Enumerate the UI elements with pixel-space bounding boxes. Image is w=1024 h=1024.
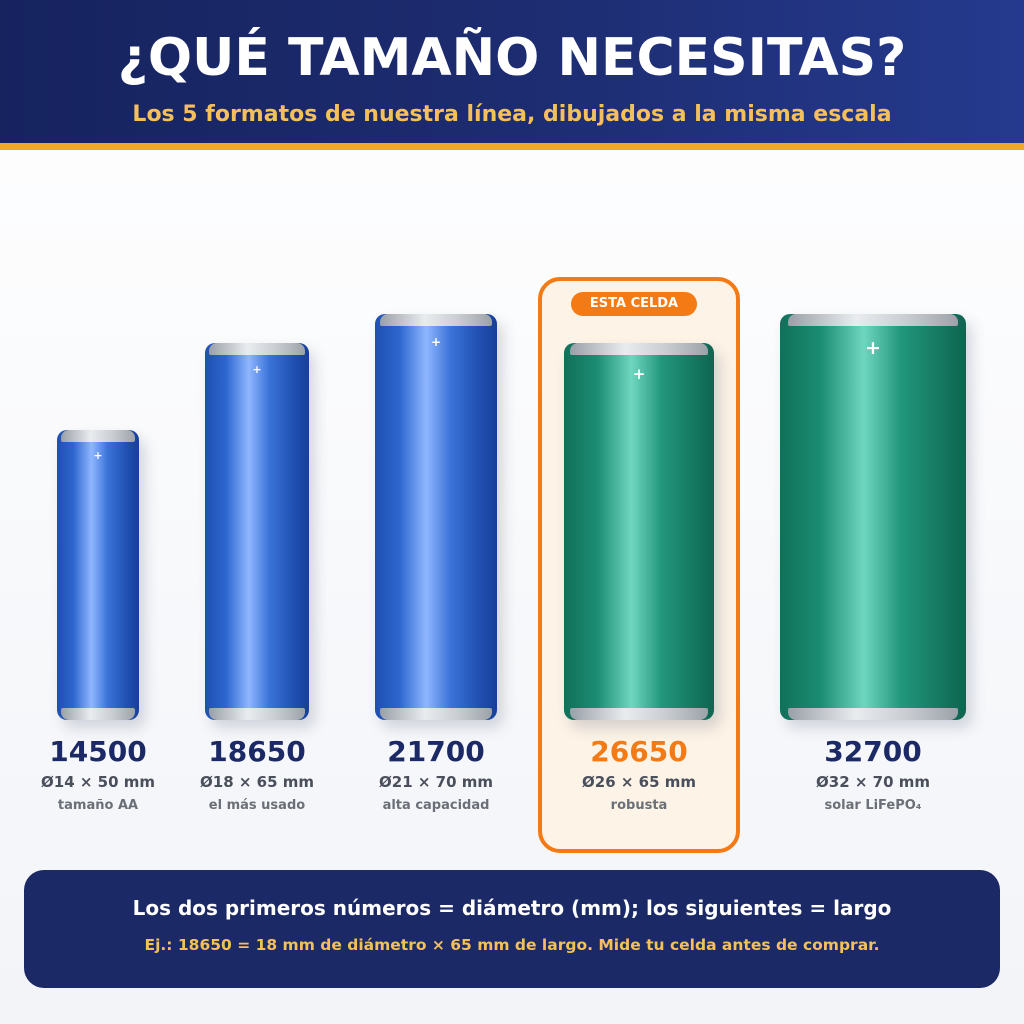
cell-bottom-cap [208, 708, 305, 720]
plus-terminal-icon: + [430, 334, 442, 349]
cell-bottom-cap [60, 708, 136, 720]
page-title: ¿QUÉ TAMAÑO NECESITAS? [117, 28, 907, 88]
info-footer: Los dos primeros números = diámetro (mm)… [24, 870, 1000, 988]
cell-dimensions: Ø26 × 65 mm [582, 773, 696, 791]
cell-description: solar LiFePO₄ [824, 798, 922, 813]
header-banner: ¿QUÉ TAMAÑO NECESITAS? Los 5 formatos de… [0, 0, 1024, 150]
footer-example: Ej.: 18650 = 18 mm de diámetro × 65 mm d… [144, 936, 880, 954]
plus-terminal-icon: + [632, 365, 646, 384]
page-subtitle: Los 5 formatos de nuestra línea, dibujad… [132, 102, 892, 127]
this-cell-badge: ESTA CELDA [571, 292, 697, 316]
battery-cell-21700: + [375, 314, 497, 720]
plus-terminal-icon: + [252, 363, 262, 377]
cell-dimensions: Ø32 × 70 mm [816, 773, 930, 791]
cell-dimensions: Ø14 × 50 mm [41, 773, 155, 791]
cell-code: 21700 [387, 735, 485, 768]
plus-terminal-icon: + [93, 449, 103, 463]
plus-terminal-icon: + [865, 337, 881, 360]
cell-top-cap [379, 314, 492, 326]
cell-code: 26650 [590, 735, 688, 768]
cell-description: robusta [610, 798, 668, 813]
cell-code: 14500 [49, 735, 147, 768]
cell-top-cap [569, 343, 709, 355]
cell-bottom-cap [379, 708, 492, 720]
cell-description: tamaño AA [57, 798, 139, 813]
cell-description: alta capacidad [382, 798, 490, 813]
cell-top-cap [787, 314, 959, 326]
cell-top-cap [208, 343, 305, 355]
cell-code: 32700 [824, 735, 922, 768]
cell-description: el más usado [208, 798, 306, 813]
cell-code: 18650 [208, 735, 306, 768]
cell-bottom-cap [787, 708, 959, 720]
footer-explanation: Los dos primeros números = diámetro (mm)… [132, 896, 892, 920]
cell-top-cap [60, 430, 136, 442]
cell-bottom-cap [569, 708, 709, 720]
battery-cell-32700: + [780, 314, 966, 720]
cell-dimensions: Ø21 × 70 mm [379, 773, 493, 791]
battery-cell-14500: + [57, 430, 139, 720]
cell-dimensions: Ø18 × 65 mm [200, 773, 314, 791]
battery-cell-26650: + [563, 343, 715, 720]
battery-cell-18650: + [204, 343, 310, 720]
